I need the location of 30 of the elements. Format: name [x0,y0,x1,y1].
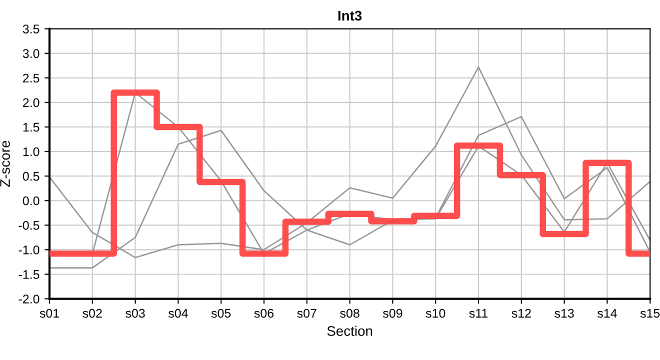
y-tick-label: 1.0 [23,147,40,156]
x-tick-label: s09 [382,308,402,318]
x-tick-label: s11 [469,308,488,318]
x-tick-label: s10 [426,308,446,318]
x-tick-label: s13 [554,308,574,318]
y-tick-label: 1.5 [23,122,40,132]
x-tick-label: s02 [82,308,102,318]
x-tick-label: s14 [597,308,617,318]
x-tick-label: s15 [640,308,660,318]
x-tick-label: s06 [254,308,274,318]
y-tick-label: 0.5 [22,172,40,181]
y-tick-label: -1.0 [18,246,40,254]
y-axis-title: Z-score [0,140,10,187]
x-tick-label: s04 [168,308,188,318]
y-tick-label: 2.0 [23,98,40,108]
x-axis-title: Section [327,326,372,336]
chart-title: Int3 [338,10,362,21]
y-tick-label: -2.0 [18,294,40,304]
x-tick-label: s03 [126,308,145,318]
y-tick-label: 3.0 [22,49,40,58]
x-tick-label: s12 [512,308,531,318]
y-tick-label: 0.0 [22,196,40,206]
y-tick-label: -0.5 [18,220,40,230]
x-tick-label: s08 [340,308,360,318]
y-tick-label: 2.5 [23,74,40,83]
y-tick-label: -1.5 [18,270,40,279]
x-tick-label: s07 [297,308,316,318]
x-tick-label: s05 [211,308,231,318]
y-tick-label: 3.5 [22,24,40,34]
x-tick-label: s01 [40,308,59,318]
